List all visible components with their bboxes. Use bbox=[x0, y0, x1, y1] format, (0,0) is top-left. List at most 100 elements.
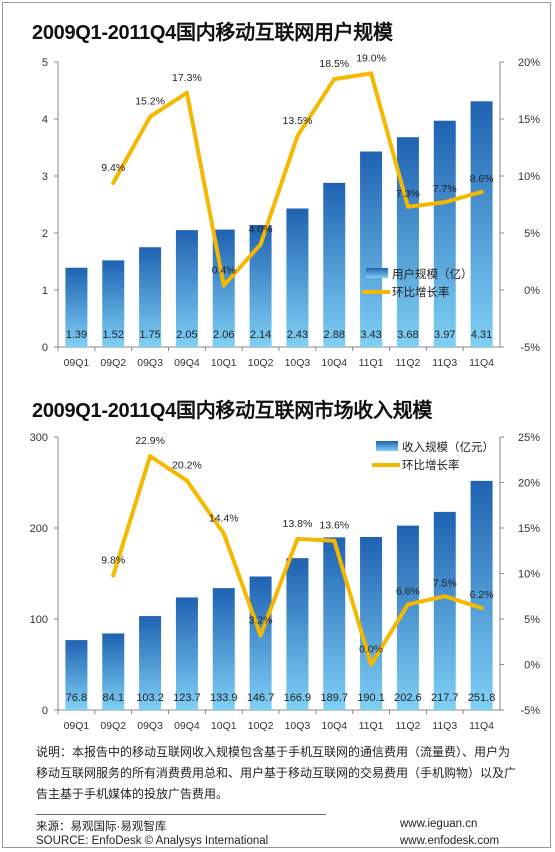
bar bbox=[323, 537, 346, 710]
left-tick-label: 2 bbox=[42, 228, 48, 240]
bar bbox=[102, 260, 125, 347]
growth-rate-point bbox=[258, 242, 263, 247]
right-tick-label: 5% bbox=[524, 614, 540, 626]
bar bbox=[360, 537, 383, 710]
x-tick-label: 10Q2 bbox=[248, 357, 274, 369]
growth-rate-label: 13.5% bbox=[283, 115, 313, 127]
growth-rate-point bbox=[332, 538, 337, 543]
bar bbox=[286, 208, 309, 347]
right-tick-label: 25% bbox=[518, 432, 540, 444]
source-en: SOURCE: EnfoDesk © Analysys Internationa… bbox=[36, 835, 269, 847]
bar-value-label: 76.8 bbox=[66, 692, 87, 704]
growth-rate-point bbox=[111, 180, 116, 185]
bar-value-label: 251.8 bbox=[468, 692, 496, 704]
x-tick-label: 11Q4 bbox=[469, 357, 494, 369]
left-tick-label: 1 bbox=[42, 285, 48, 297]
left-tick-label: 0 bbox=[42, 342, 48, 354]
growth-rate-label: 17.3% bbox=[172, 72, 202, 84]
growth-rate-label: 3.2% bbox=[249, 614, 273, 626]
growth-rate-point bbox=[479, 189, 484, 194]
right-tick-label: 20% bbox=[518, 57, 540, 69]
growth-rate-label: 22.9% bbox=[135, 435, 165, 447]
bar-value-label: 84.1 bbox=[103, 692, 124, 704]
growth-rate-point bbox=[442, 594, 447, 599]
bar-value-label: 190.1 bbox=[357, 692, 385, 704]
bar bbox=[175, 597, 198, 710]
x-tick-label: 11Q2 bbox=[395, 357, 420, 369]
growth-rate-point bbox=[111, 573, 116, 578]
growth-rate-label: 6.6% bbox=[396, 585, 420, 597]
growth-rate-label: 20.2% bbox=[172, 460, 202, 472]
bar bbox=[65, 267, 88, 347]
growth-rate-label: 0.4% bbox=[212, 264, 236, 276]
right-tick-label: 0% bbox=[524, 660, 540, 672]
growth-rate-point bbox=[369, 71, 374, 76]
right-tick-label: 10% bbox=[518, 171, 540, 183]
growth-rate-label: 13.8% bbox=[283, 518, 313, 530]
x-tick-label: 10Q4 bbox=[321, 357, 347, 369]
url-ieguan: www.ieguan.cn bbox=[400, 818, 478, 830]
bar-value-label: 133.9 bbox=[210, 692, 238, 704]
growth-rate-point bbox=[479, 606, 484, 611]
legend-bar-swatch bbox=[376, 441, 398, 451]
left-tick-label: 3 bbox=[42, 171, 48, 183]
left-tick-label: 0 bbox=[42, 705, 48, 717]
growth-rate-point bbox=[148, 114, 153, 119]
x-tick-label: 09Q3 bbox=[137, 720, 163, 732]
bar-value-label: 2.43 bbox=[287, 329, 308, 341]
bar bbox=[470, 101, 493, 347]
growth-rate-point bbox=[295, 134, 300, 139]
bar bbox=[212, 588, 235, 710]
right-tick-label: 5% bbox=[524, 228, 540, 240]
x-tick-label: 10Q3 bbox=[285, 357, 311, 369]
x-tick-label: 10Q4 bbox=[321, 720, 347, 732]
growth-rate-point bbox=[369, 662, 374, 667]
growth-rate-label: 6.2% bbox=[470, 589, 494, 601]
bar-value-label: 1.39 bbox=[66, 329, 87, 341]
left-tick-label: 300 bbox=[30, 432, 48, 444]
bar-value-label: 2.88 bbox=[324, 329, 345, 341]
growth-rate-point bbox=[221, 531, 226, 536]
right-tick-label: 15% bbox=[518, 114, 540, 126]
right-tick-label: -5% bbox=[520, 705, 540, 717]
bar-value-label: 189.7 bbox=[320, 692, 348, 704]
legend-bar-label: 用户规模（亿） bbox=[392, 267, 473, 281]
right-tick-label: 20% bbox=[518, 478, 540, 490]
chart-2-title: 2009Q1-2011Q4国内移动互联网市场收入规模 bbox=[32, 400, 433, 422]
bar-value-label: 103.2 bbox=[136, 692, 164, 704]
growth-rate-label: 7.5% bbox=[433, 577, 457, 589]
right-tick-label: -5% bbox=[520, 342, 540, 354]
bar bbox=[249, 576, 272, 710]
bar bbox=[433, 120, 456, 348]
bar bbox=[396, 525, 419, 710]
bar-value-label: 2.05 bbox=[176, 329, 197, 341]
x-tick-label: 09Q4 bbox=[174, 357, 200, 369]
bar bbox=[139, 247, 162, 347]
x-tick-label: 10Q2 bbox=[248, 720, 274, 732]
right-tick-label: 0% bbox=[524, 285, 540, 297]
growth-rate-label: 9.4% bbox=[101, 162, 125, 174]
left-tick-label: 100 bbox=[30, 614, 48, 626]
right-tick-label: 10% bbox=[518, 569, 540, 581]
growth-rate-label: 13.6% bbox=[319, 520, 349, 532]
bar bbox=[65, 640, 88, 710]
x-tick-label: 10Q3 bbox=[285, 720, 311, 732]
bar bbox=[249, 225, 272, 347]
legend-bar-swatch bbox=[366, 268, 388, 278]
growth-rate-label: 19.0% bbox=[356, 52, 386, 64]
bar-value-label: 1.52 bbox=[103, 329, 124, 341]
bar-value-label: 217.7 bbox=[431, 692, 459, 704]
bar-value-label: 2.14 bbox=[250, 329, 271, 341]
growth-rate-label: 8.6% bbox=[470, 173, 494, 185]
growth-rate-point bbox=[258, 633, 263, 638]
growth-rate-label: 0.0% bbox=[359, 644, 383, 656]
growth-rate-point bbox=[295, 536, 300, 541]
x-tick-label: 09Q2 bbox=[100, 357, 126, 369]
bar bbox=[102, 633, 125, 710]
x-tick-label: 09Q2 bbox=[100, 720, 126, 732]
source-cn: 来源：易观国际·易观智库 bbox=[36, 821, 167, 833]
bar bbox=[396, 137, 419, 347]
growth-rate-label: 15.2% bbox=[135, 96, 165, 108]
revenue-scale-chart: 0 100 200 300 -5% 0% 5% 10% 15% 20% 25% 76.8 84.1 103… bbox=[30, 432, 541, 732]
